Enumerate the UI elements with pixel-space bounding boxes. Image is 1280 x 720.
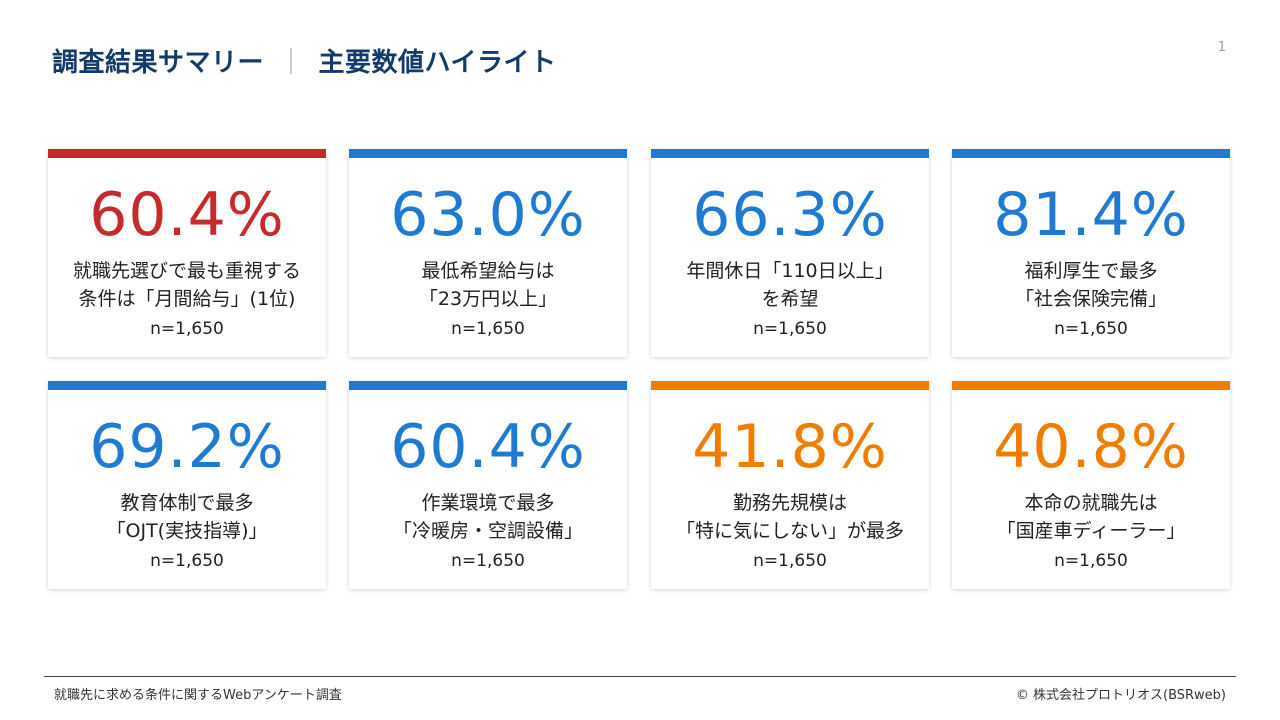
stat-description-line1: 就職先選びで最も重視する — [72, 260, 301, 282]
stat-description: 作業環境で最多 「冷暖房・空調設備」 — [355, 489, 621, 545]
stat-description-line1: 教育体制で最多 — [120, 492, 254, 514]
stat-description-line1: 勤務先規模は — [732, 492, 847, 514]
page-title: 調査結果サマリー ｜ 主要数値ハイライト — [52, 42, 557, 79]
card-accent-bar — [48, 381, 326, 390]
sample-size: n=1,650 — [753, 319, 827, 339]
stat-description-line2: 「冷暖房・空調設備」 — [392, 520, 583, 542]
sample-size: n=1,650 — [150, 319, 224, 339]
card-accent-bar — [651, 381, 929, 390]
stat-description-line2: 「OJT(実技指導)」 — [106, 520, 268, 542]
card-accent-bar — [651, 149, 929, 158]
stat-value: 60.4% — [89, 180, 285, 250]
stat-description-line2: を希望 — [761, 288, 819, 310]
stat-description: 教育体制で最多 「OJT(実技指導)」 — [54, 489, 320, 545]
stat-description: 最低希望給与は 「23万円以上」 — [355, 257, 621, 313]
sample-size: n=1,650 — [451, 551, 525, 571]
title-sub: 主要数値ハイライト — [318, 48, 557, 78]
stat-description: 年間休日「110日以上」 を希望 — [657, 257, 923, 313]
page-number: 1 — [1217, 40, 1226, 55]
stat-card-company-size: 41.8% 勤務先規模は 「特に気にしない」が最多 n=1,650 — [651, 381, 929, 589]
stat-description: 勤務先規模は 「特に気にしない」が最多 — [657, 489, 923, 545]
card-accent-bar — [349, 149, 627, 158]
stat-card-work-environment: 60.4% 作業環境で最多 「冷暖房・空調設備」 n=1,650 — [349, 381, 627, 589]
stat-value: 81.4% — [993, 180, 1189, 250]
sample-size: n=1,650 — [1054, 551, 1128, 571]
stat-card-salary-priority: 60.4% 就職先選びで最も重視する 条件は「月間給与」(1位) n=1,650 — [48, 149, 326, 357]
stat-value: 63.0% — [390, 180, 586, 250]
title-main: 調査結果サマリー — [52, 48, 265, 78]
card-accent-bar — [952, 381, 1230, 390]
stat-value: 60.4% — [390, 412, 586, 482]
stat-card-minimum-salary: 63.0% 最低希望給与は 「23万円以上」 n=1,650 — [349, 149, 627, 357]
stat-card-welfare: 81.4% 福利厚生で最多 「社会保険完備」 n=1,650 — [952, 149, 1230, 357]
stat-card-preferred-employer: 40.8% 本命の就職先は 「国産車ディーラー」 n=1,650 — [952, 381, 1230, 589]
stat-description-line1: 作業環境で最多 — [421, 492, 555, 514]
stat-description-line2: 「社会保険完備」 — [1014, 288, 1167, 310]
stat-value: 66.3% — [692, 180, 888, 250]
sample-size: n=1,650 — [150, 551, 224, 571]
sample-size: n=1,650 — [1054, 319, 1128, 339]
card-accent-bar — [952, 149, 1230, 158]
stat-description-line1: 年間休日「110日以上」 — [686, 260, 894, 282]
card-accent-bar — [48, 149, 326, 158]
stat-description-line2: 「23万円以上」 — [418, 288, 558, 310]
footer-source: 就職先に求める条件に関するWebアンケート調査 — [54, 688, 342, 703]
stat-description: 本命の就職先は 「国産車ディーラー」 — [958, 489, 1224, 545]
stat-card-annual-holidays: 66.3% 年間休日「110日以上」 を希望 n=1,650 — [651, 149, 929, 357]
stat-description: 福利厚生で最多 「社会保険完備」 — [958, 257, 1224, 313]
stat-description-line1: 福利厚生で最多 — [1024, 260, 1158, 282]
footer-divider — [44, 676, 1236, 677]
stat-description-line2: 「国産車ディーラー」 — [996, 520, 1186, 542]
stat-description-line2: 条件は「月間給与」(1位) — [78, 288, 296, 310]
stat-card-training: 69.2% 教育体制で最多 「OJT(実技指導)」 n=1,650 — [48, 381, 326, 589]
sample-size: n=1,650 — [451, 319, 525, 339]
stat-description-line1: 本命の就職先は — [1024, 492, 1158, 514]
stat-description-line1: 最低希望給与は — [421, 260, 555, 282]
card-accent-bar — [349, 381, 627, 390]
stat-description: 就職先選びで最も重視する 条件は「月間給与」(1位) — [54, 257, 320, 313]
stat-value: 40.8% — [993, 412, 1189, 482]
stat-value: 41.8% — [692, 412, 888, 482]
stat-value: 69.2% — [89, 412, 285, 482]
stat-description-line2: 「特に気にしない」が最多 — [675, 520, 904, 542]
sample-size: n=1,650 — [753, 551, 827, 571]
title-separator: ｜ — [278, 48, 305, 78]
footer-copyright: © 株式会社プロトリオス(BSRweb) — [1015, 688, 1226, 703]
